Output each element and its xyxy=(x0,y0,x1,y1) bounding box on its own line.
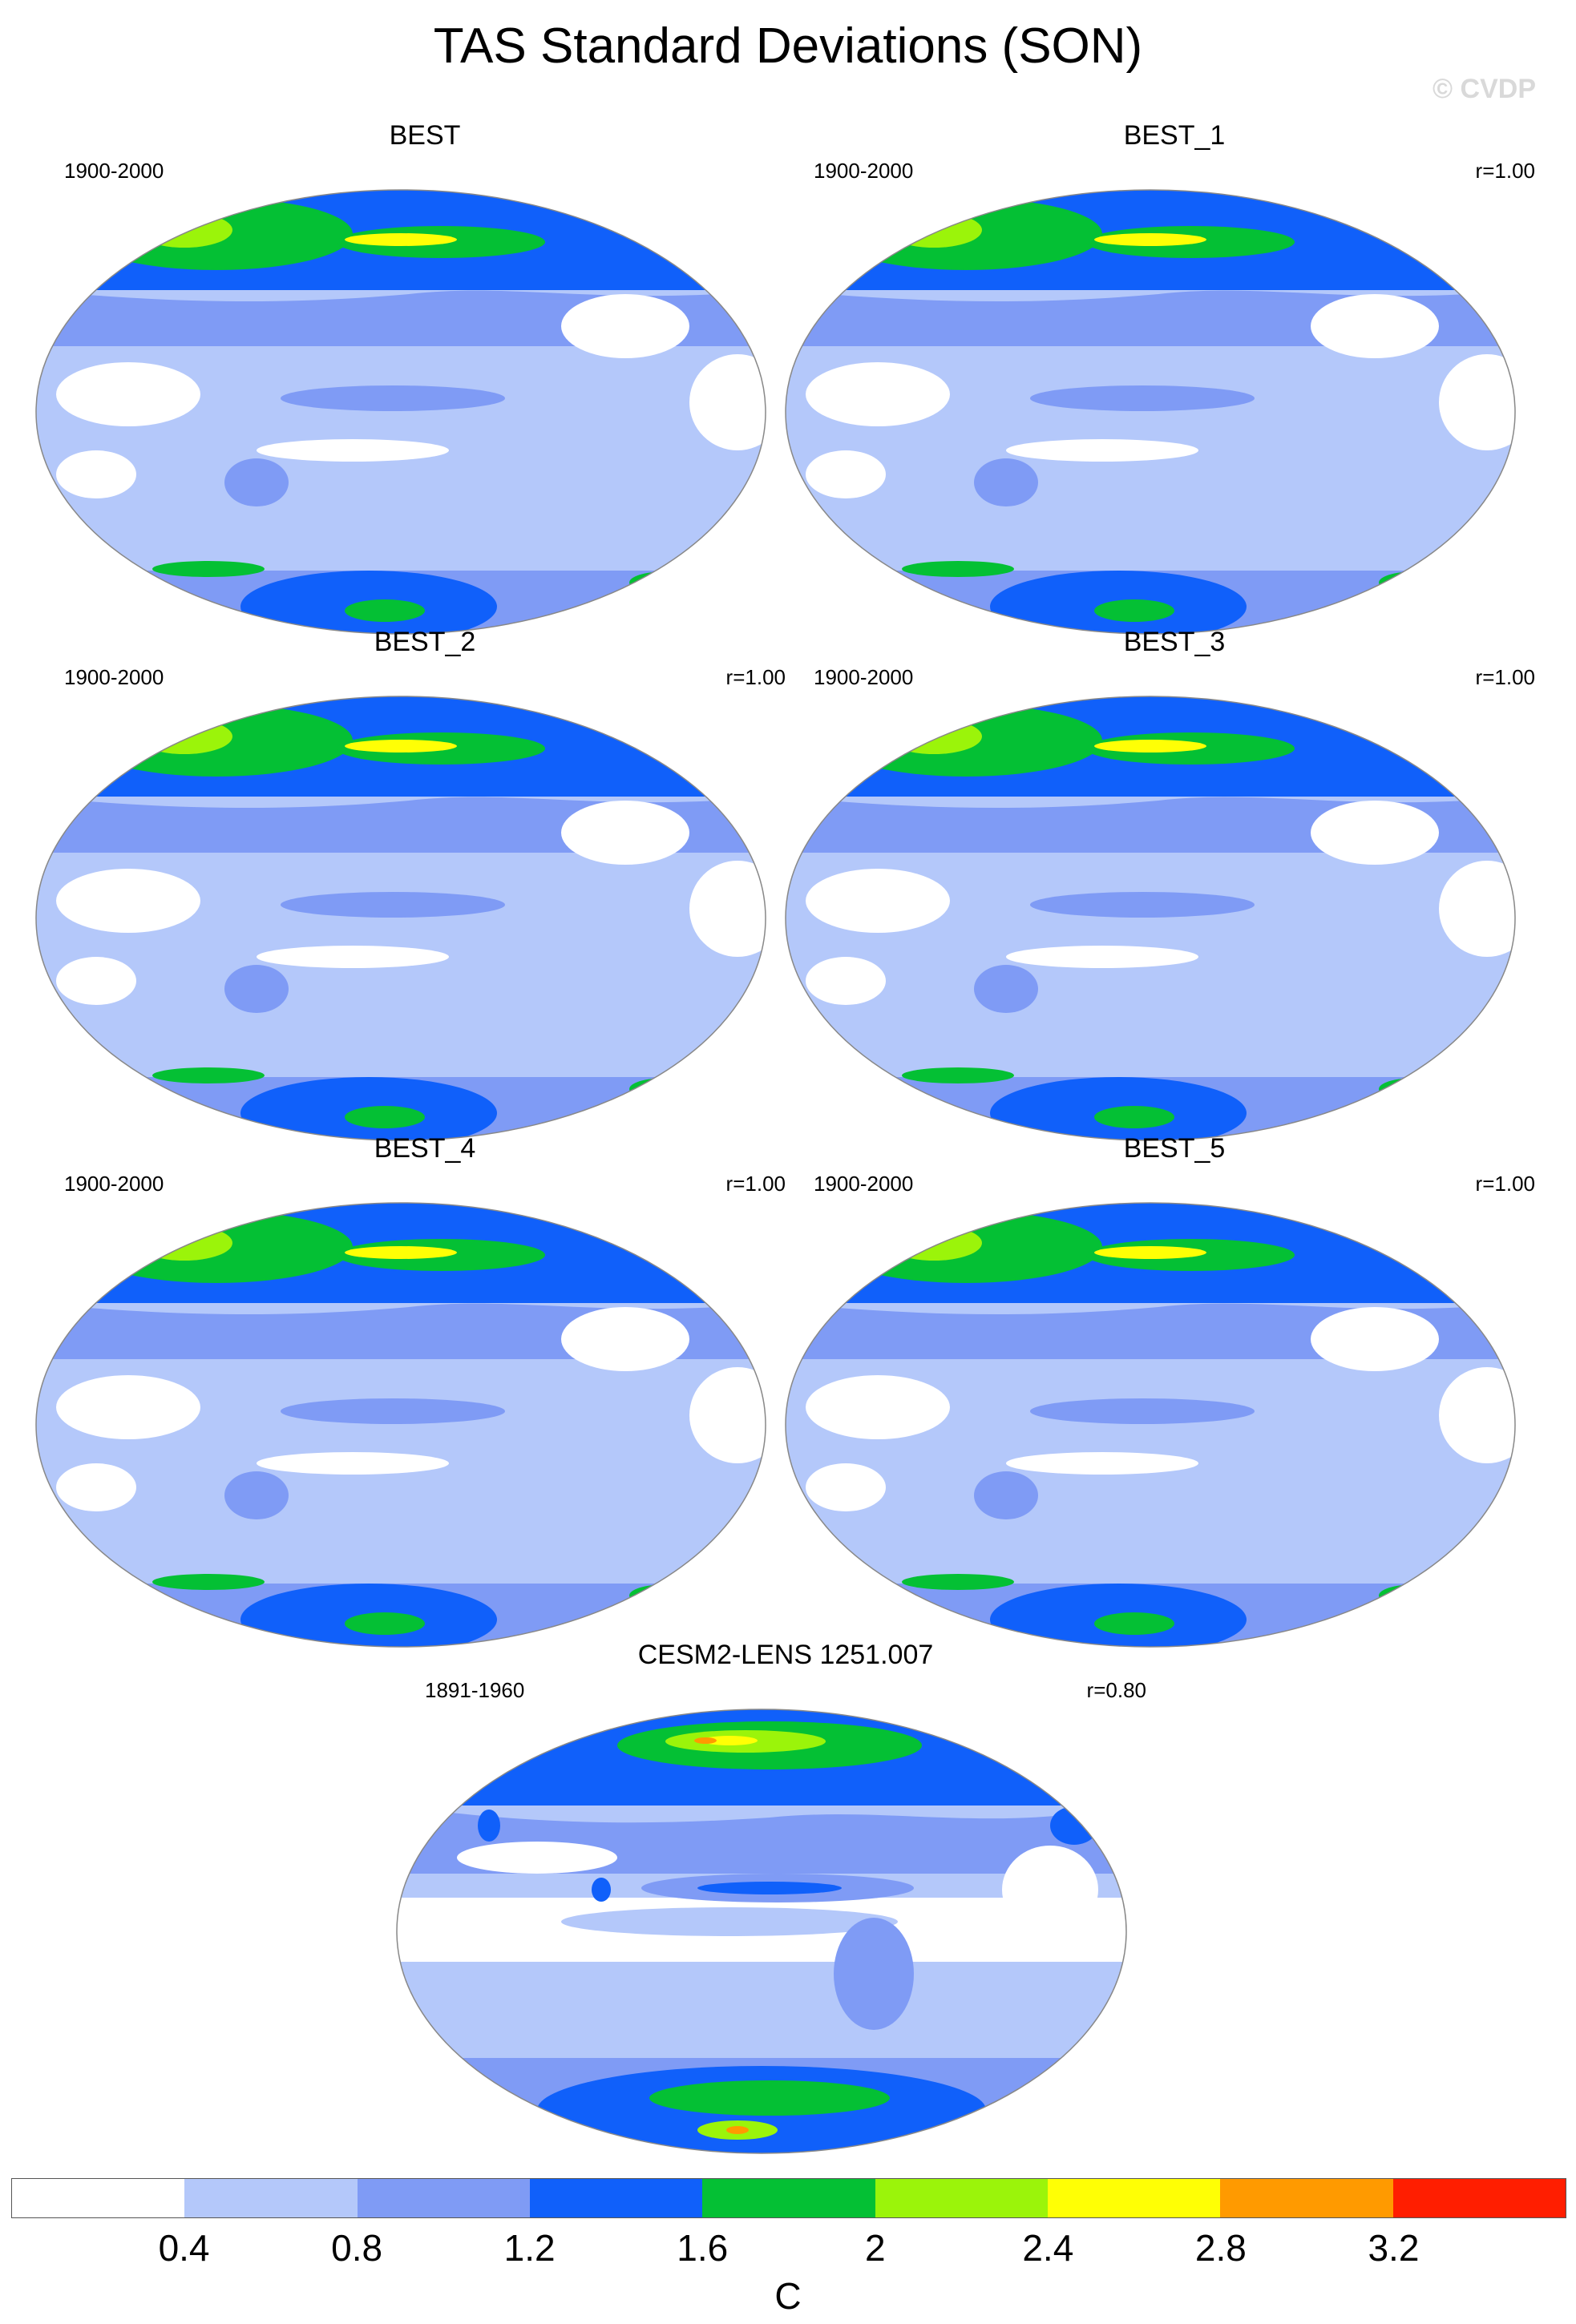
map-panel-best-2: BEST_2 1900-2000 r=1.00 xyxy=(32,627,818,1141)
panel-title: BEST_2 xyxy=(374,627,476,657)
panel-correlation: r=1.00 xyxy=(1475,1172,1535,1196)
cvdp-watermark: © CVDP xyxy=(1433,74,1536,104)
colorbar-segment xyxy=(1047,2179,1221,2217)
panel-period: 1900-2000 xyxy=(814,665,914,689)
panel-title: BEST_3 xyxy=(1123,627,1226,657)
colorbar-segment xyxy=(875,2179,1048,2217)
map-cesm2-lens xyxy=(396,1709,1127,2154)
colorbar-segment xyxy=(529,2179,703,2217)
map-best-3 xyxy=(785,696,1516,1141)
colorbar-tick: 2.8 xyxy=(1194,2227,1247,2269)
map-panel-best-3: BEST_3 1900-2000 r=1.00 xyxy=(782,627,1567,1141)
panel-title: CESM2-LENS 1251.007 xyxy=(637,1640,934,1670)
colorbar-segment xyxy=(12,2179,185,2217)
map-panel-best-4: BEST_4 1900-2000 r=1.00 xyxy=(32,1133,818,1648)
map-panel-best: BEST 1900-2000 xyxy=(32,120,818,635)
map-panel-best-5: BEST_5 1900-2000 r=1.00 xyxy=(782,1133,1567,1648)
colorbar-tick: 0.8 xyxy=(331,2227,383,2269)
colorbar-unit: C xyxy=(774,2275,802,2317)
colorbar-tick: 2 xyxy=(864,2227,886,2269)
panel-title: BEST_1 xyxy=(1123,120,1226,151)
panel-title: BEST_5 xyxy=(1123,1133,1226,1164)
panel-period: 1900-2000 xyxy=(64,1172,164,1196)
map-best-2 xyxy=(35,696,766,1141)
map-panel-cesm2-lens: CESM2-LENS 1251.007 1891-1960 r=0.80 xyxy=(393,1640,1178,2154)
colorbar-segment xyxy=(1392,2179,1566,2217)
colorbar-segment xyxy=(184,2179,358,2217)
colorbar xyxy=(11,2178,1566,2218)
panel-period: 1891-1960 xyxy=(425,1678,525,1702)
figure-title: TAS Standard Deviations (SON) xyxy=(433,18,1143,74)
panel-correlation: r=0.80 xyxy=(1086,1678,1146,1702)
map-panel-best-1: BEST_1 1900-2000 r=1.00 xyxy=(782,120,1567,635)
colorbar-tick-labels: 0.4 0.8 1.2 1.6 2 2.4 2.8 3.2 xyxy=(11,2226,1566,2274)
map-best xyxy=(35,189,766,635)
colorbar-tick: 3.2 xyxy=(1368,2227,1420,2269)
colorbar-tick: 1.6 xyxy=(677,2227,729,2269)
colorbar-tick: 1.2 xyxy=(503,2227,556,2269)
panel-period: 1900-2000 xyxy=(814,159,914,183)
panel-correlation: r=1.00 xyxy=(1475,665,1535,689)
panel-title: BEST_4 xyxy=(374,1133,476,1164)
colorbar-tick: 2.4 xyxy=(1022,2227,1074,2269)
colorbar-tick: 0.4 xyxy=(158,2227,210,2269)
map-best-5 xyxy=(785,1202,1516,1648)
panel-period: 1900-2000 xyxy=(64,665,164,689)
colorbar-segment xyxy=(702,2179,875,2217)
panel-period: 1900-2000 xyxy=(814,1172,914,1196)
map-best-1 xyxy=(785,189,1516,635)
colorbar-segment xyxy=(1220,2179,1393,2217)
panel-correlation: r=1.00 xyxy=(1475,159,1535,183)
panel-title: BEST xyxy=(389,120,461,151)
panel-correlation: r=1.00 xyxy=(725,1172,786,1196)
panel-correlation: r=1.00 xyxy=(725,665,786,689)
colorbar-segment xyxy=(357,2179,530,2217)
panel-period: 1900-2000 xyxy=(64,159,164,183)
map-best-4 xyxy=(35,1202,766,1648)
